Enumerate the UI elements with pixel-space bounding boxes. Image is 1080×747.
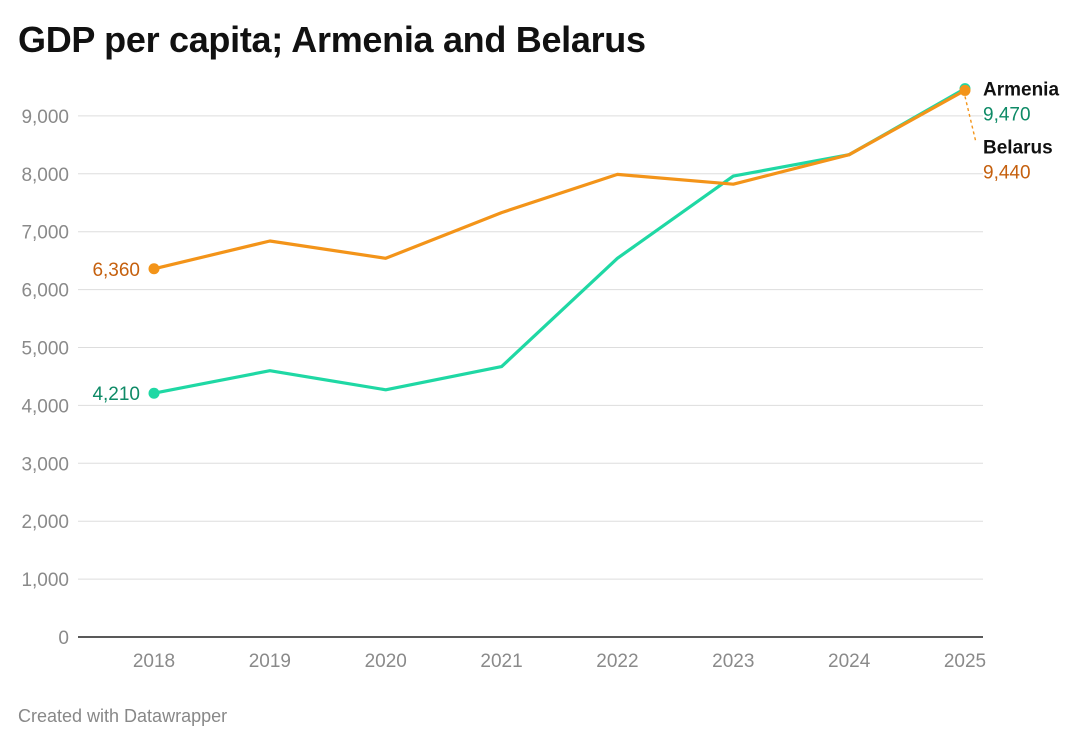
gridlines [78,115,983,580]
end-value-label-belarus: 9,440 [983,162,1031,183]
line-chart: 0 1,000 2,000 3,000 4,000 5,000 6,000 7,000 8,00… [21,80,1059,672]
x-tick-label: 2020 [365,651,407,672]
y-tick-label: 0 [58,628,69,649]
footer-credit: Created with Datawrapper [18,706,228,726]
data-point-belarus [959,84,971,96]
chart-title: GDP per capita; Armenia and Belarus [18,19,646,60]
start-value-label-belarus: 6,360 [92,260,140,281]
series-lines [148,83,971,399]
x-tick-label: 2025 [944,651,986,672]
y-tick-label: 5,000 [21,339,69,360]
end-value-label-armenia: 9,470 [983,105,1031,126]
x-tick-label: 2022 [596,651,638,672]
y-tick-label: 7,000 [21,223,69,244]
y-tick-label: 6,000 [21,281,69,302]
x-tick-label: 2023 [712,651,754,672]
data-point-belarus [148,263,160,275]
x-tick-label: 2021 [480,651,522,672]
data-labels: 4,210 6,360 Armenia 9,470 Belarus 9,440 [92,80,1059,406]
y-tick-label: 2,000 [21,512,69,533]
y-tick-label: 4,000 [21,396,69,417]
series-name-armenia: Armenia [983,80,1059,101]
x-tick-label: 2018 [133,651,175,672]
axes: 0 1,000 2,000 3,000 4,000 5,000 6,000 7,000 8,00… [21,107,986,672]
series-line-belarus [152,88,967,271]
y-tick-label: 1,000 [21,570,69,591]
x-tick-label: 2019 [249,651,291,672]
y-tick-label: 3,000 [21,454,69,475]
label-leader-line [964,96,977,143]
series-name-belarus: Belarus [983,137,1053,158]
y-tick-label: 8,000 [21,165,69,186]
start-value-label-armenia: 4,210 [92,384,140,405]
data-point-armenia [148,387,160,399]
x-tick-label: 2024 [828,651,871,672]
y-tick-label: 9,000 [21,107,69,128]
